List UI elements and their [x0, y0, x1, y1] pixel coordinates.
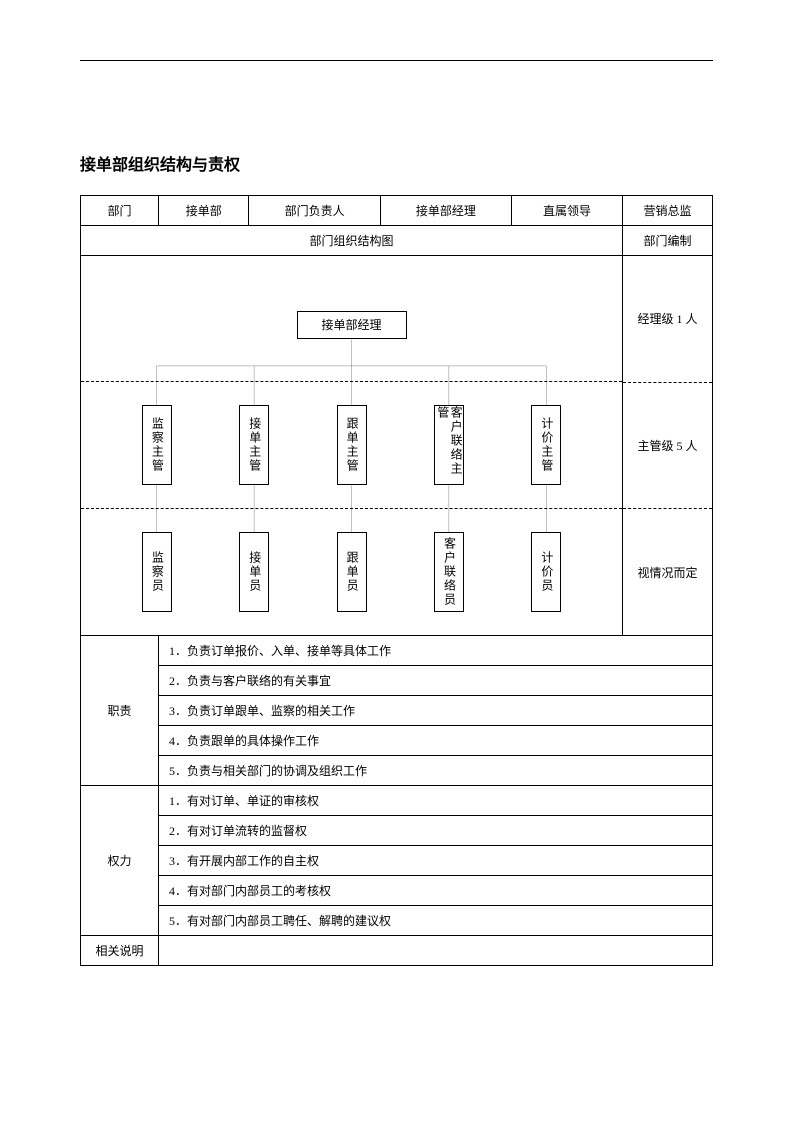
staffing-wrap: 经理级 1 人 主管级 5 人 视情况而定 [623, 256, 712, 635]
node-staff-1: 接单员 [239, 532, 269, 612]
power-row-4: 5．有对部门内部员工聘任、解聘的建议权 [81, 906, 713, 936]
power-row-1: 2．有对订单流转的监督权 [81, 816, 713, 846]
org-chart: 接单部经理 监察主管 接单主管 跟单主管 客户联络主管 计价主管 监察员 接单员… [81, 256, 622, 635]
power-1: 2．有对订单流转的监督权 [159, 816, 713, 846]
header-row: 部门 接单部 部门负责人 接单部经理 直属领导 营销总监 [81, 196, 713, 226]
node-staff-4: 计价员 [531, 532, 561, 612]
staffing-2: 主管级 5 人 [623, 383, 712, 510]
notes-row: 相关说明 [81, 936, 713, 966]
power-row-0: 权力 1．有对订单、单证的审核权 [81, 786, 713, 816]
duty-row-4: 5．负责与相关部门的协调及组织工作 [81, 756, 713, 786]
org-chart-row: 接单部经理 监察主管 接单主管 跟单主管 客户联络主管 计价主管 监察员 接单员… [81, 256, 713, 636]
node-supervisor-4: 计价主管 [531, 405, 561, 485]
power-2: 3．有开展内部工作的自主权 [159, 846, 713, 876]
org-chart-cell: 接单部经理 监察主管 接单主管 跟单主管 客户联络主管 计价主管 监察员 接单员… [81, 256, 623, 636]
hdr-c2: 接单部 [159, 196, 249, 226]
node-supervisor-1: 接单主管 [239, 405, 269, 485]
duty-3: 4．负责跟单的具体操作工作 [159, 726, 713, 756]
duty-row-2: 3．负责订单跟单、监察的相关工作 [81, 696, 713, 726]
hdr-c1: 部门 [81, 196, 159, 226]
page: 接单部组织结构与责权 部门 接单部 部门负责人 接单部经理 直属领导 营销总监 … [0, 0, 793, 1122]
hdr-c6: 营销总监 [623, 196, 713, 226]
power-row-3: 4．有对部门内部员工的考核权 [81, 876, 713, 906]
node-supervisor-2: 跟单主管 [337, 405, 367, 485]
staffing-1: 经理级 1 人 [623, 256, 712, 383]
node-staff-0: 监察员 [142, 532, 172, 612]
staffing-cell: 经理级 1 人 主管级 5 人 视情况而定 [623, 256, 713, 636]
duty-2: 3．负责订单跟单、监察的相关工作 [159, 696, 713, 726]
power-row-2: 3．有开展内部工作的自主权 [81, 846, 713, 876]
node-staff-3: 客户联络员 [434, 532, 464, 612]
hdr-c5: 直属领导 [512, 196, 623, 226]
node-supervisor-0: 监察主管 [142, 405, 172, 485]
power-3: 4．有对部门内部员工的考核权 [159, 876, 713, 906]
duty-row-1: 2．负责与客户联络的有关事宜 [81, 666, 713, 696]
level-1: 接单部经理 [81, 256, 622, 382]
duty-0: 1．负责订单报价、入单、接单等具体工作 [159, 636, 713, 666]
node-supervisor-3: 客户联络主管 [434, 405, 464, 485]
staffing-3: 视情况而定 [623, 509, 712, 635]
node-manager: 接单部经理 [297, 311, 407, 339]
duty-row-0: 职责 1．负责订单报价、入单、接单等具体工作 [81, 636, 713, 666]
node-staff-2: 跟单员 [337, 532, 367, 612]
duty-1: 2．负责与客户联络的有关事宜 [159, 666, 713, 696]
staffing-label: 部门编制 [623, 226, 713, 256]
level-2: 监察主管 接单主管 跟单主管 客户联络主管 计价主管 [81, 382, 622, 508]
duty-row-3: 4．负责跟单的具体操作工作 [81, 726, 713, 756]
level-3: 监察员 接单员 跟单员 客户联络员 计价员 [81, 509, 622, 635]
page-title: 接单部组织结构与责权 [80, 151, 713, 175]
notes-label: 相关说明 [81, 936, 159, 966]
hdr-c3: 部门负责人 [249, 196, 380, 226]
top-rule [80, 60, 713, 61]
org-chart-label: 部门组织结构图 [81, 226, 623, 256]
notes-cell [159, 936, 713, 966]
main-table: 部门 接单部 部门负责人 接单部经理 直属领导 营销总监 部门组织结构图 部门编… [80, 195, 713, 966]
powers-label: 权力 [81, 786, 159, 936]
duty-4: 5．负责与相关部门的协调及组织工作 [159, 756, 713, 786]
duties-label: 职责 [81, 636, 159, 786]
subheader-row: 部门组织结构图 部门编制 [81, 226, 713, 256]
power-0: 1．有对订单、单证的审核权 [159, 786, 713, 816]
hdr-c4: 接单部经理 [380, 196, 511, 226]
power-4: 5．有对部门内部员工聘任、解聘的建议权 [159, 906, 713, 936]
